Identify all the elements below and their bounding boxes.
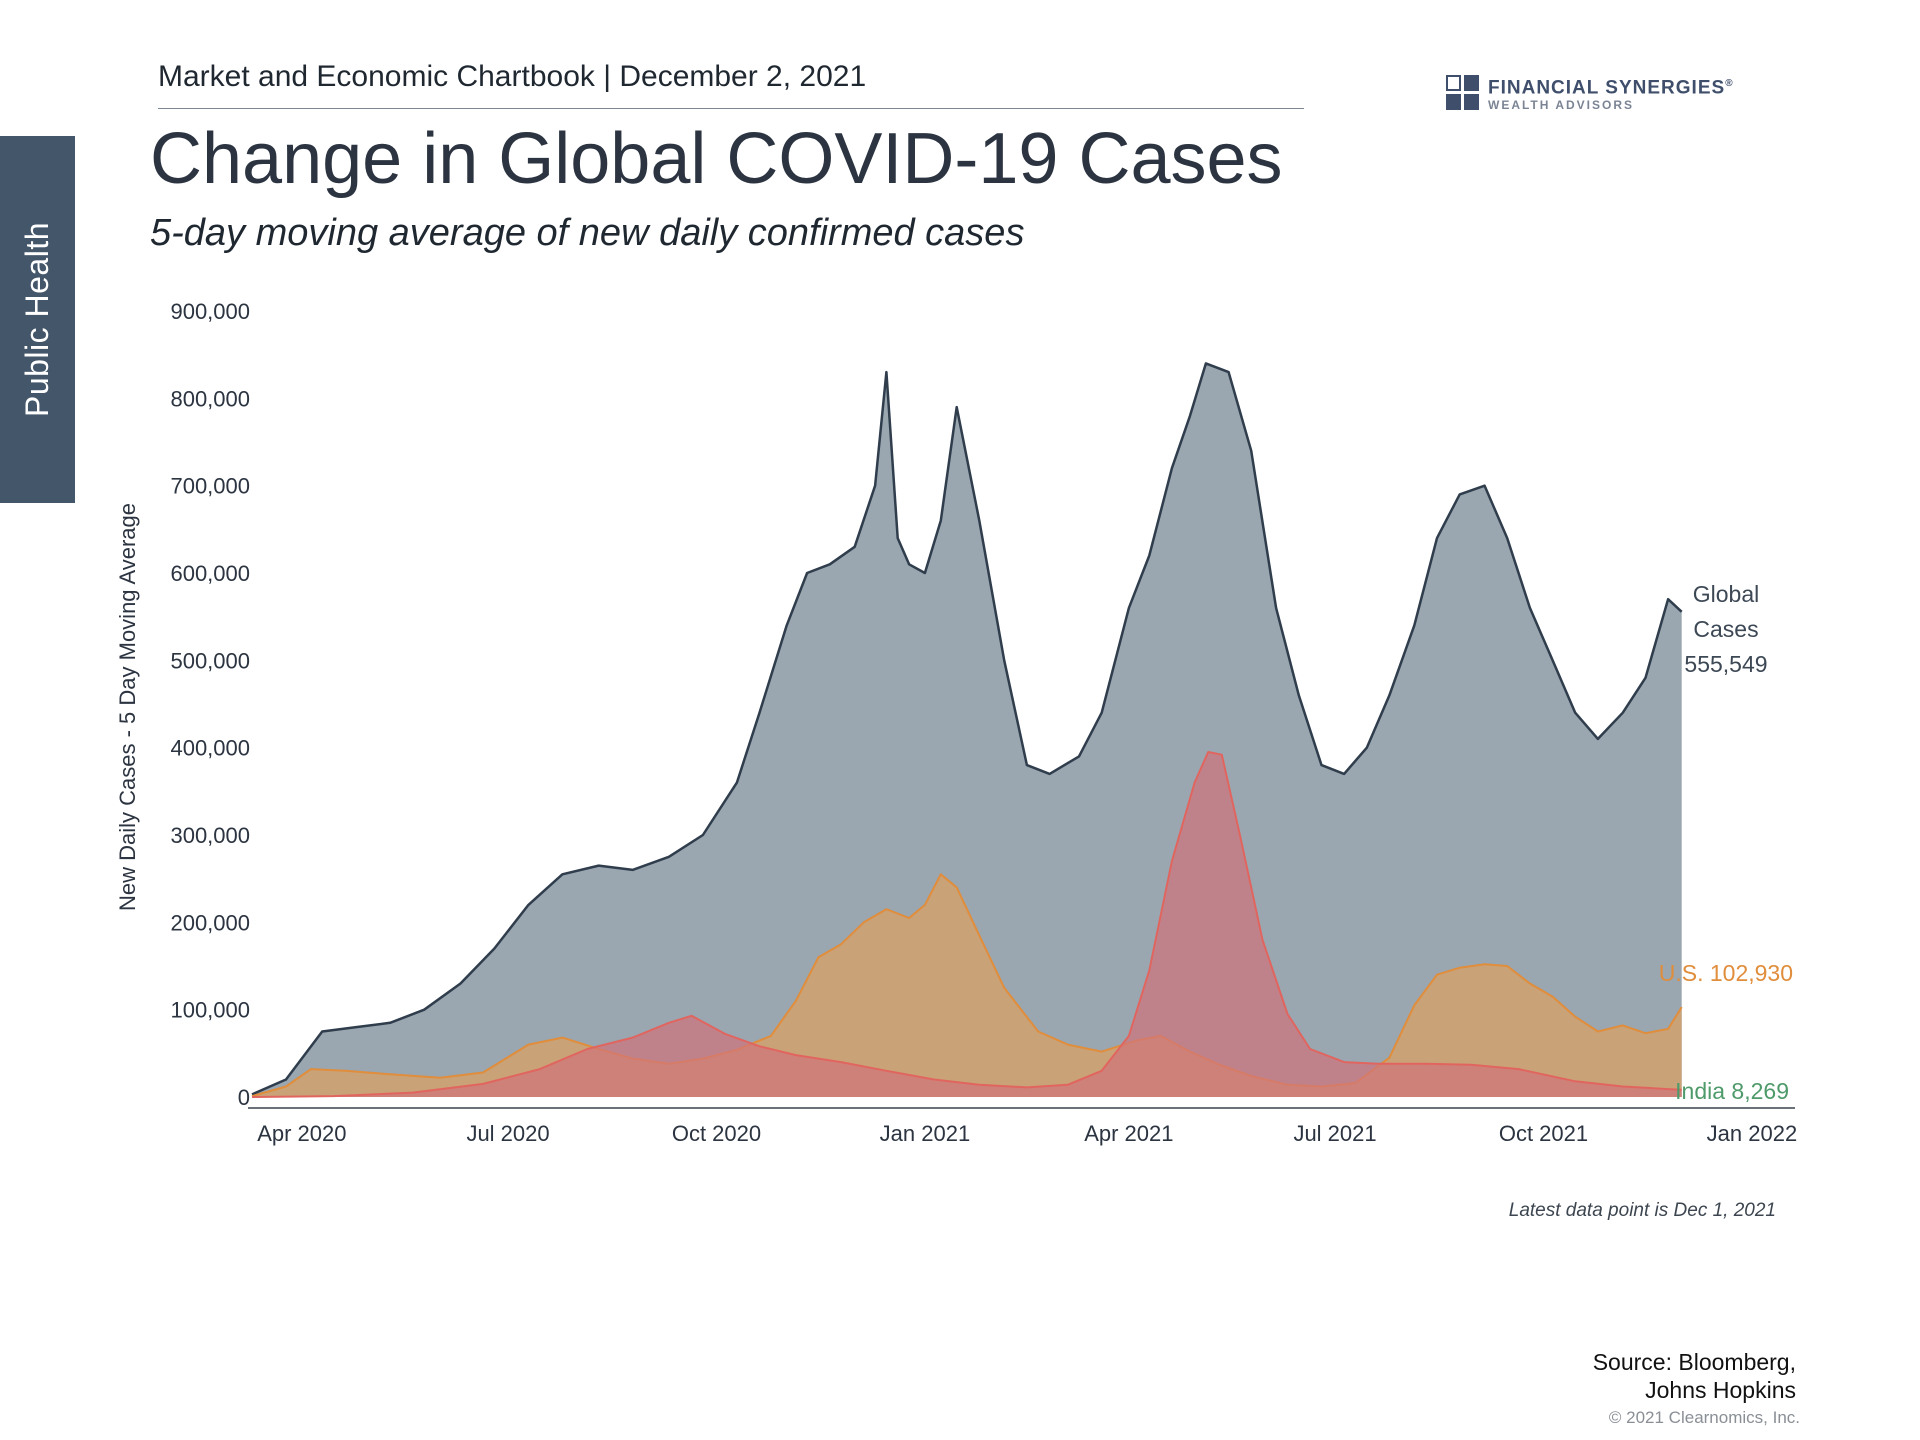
- x-tick-label: Jan 2021: [880, 1121, 971, 1146]
- side-tab: Public Health: [0, 136, 75, 503]
- chart-areas: [251, 362, 1683, 1098]
- y-tick-label: 900,000: [170, 299, 250, 324]
- x-tick-label: Apr 2021: [1084, 1121, 1173, 1146]
- global-end-label-3: 555,549: [1684, 651, 1767, 677]
- logo-tagline: WEALTH ADVISORS: [1488, 98, 1634, 113]
- us-end-label: U.S. 102,930: [1659, 960, 1793, 986]
- y-tick-label: 100,000: [170, 998, 250, 1023]
- x-tick-label: Oct 2021: [1499, 1121, 1588, 1146]
- source-line-2: Johns Hopkins: [1645, 1377, 1796, 1403]
- logo-registered-mark: ®: [1725, 78, 1734, 89]
- x-tick-label: Jul 2021: [1293, 1121, 1376, 1146]
- global-end-label-1: Global: [1693, 581, 1759, 607]
- y-tick-label: 600,000: [170, 561, 250, 586]
- x-tick-label: Apr 2020: [257, 1121, 346, 1146]
- x-tick-label: Jan 2022: [1707, 1121, 1798, 1146]
- global-cases-line: [251, 362, 1683, 1096]
- us-cases-line: [251, 873, 1683, 1098]
- global-cases-area: [252, 363, 1682, 1097]
- y-tick-label: 300,000: [170, 823, 250, 848]
- source-note: Source: Bloomberg, Johns Hopkins: [1500, 1348, 1796, 1404]
- page-title: Change in Global COVID-19 Cases: [150, 119, 1283, 199]
- india-end-label: India 8,269: [1675, 1078, 1789, 1104]
- x-tick-label: Jul 2020: [466, 1121, 549, 1146]
- india-cases-line: [251, 751, 1682, 1098]
- chartbook-header: Market and Economic Chartbook | December…: [158, 60, 867, 93]
- y-tick-label: 400,000: [170, 736, 250, 761]
- latest-data-note: Latest data point is Dec 1, 2021: [1508, 1200, 1776, 1221]
- y-axis: 0 100,000 200,000 300,000 400,000 500,000 600,…: [170, 299, 250, 1110]
- header-divider: [158, 108, 1304, 109]
- source-line-1: Source: Bloomberg,: [1592, 1349, 1796, 1375]
- logo-name: FINANCIAL SYNERGIES: [1488, 77, 1726, 99]
- y-tick-label: 200,000: [170, 910, 250, 935]
- global-end-label-2: Cases: [1693, 616, 1758, 642]
- y-axis-label: New Daily Cases - 5 Day Moving Average: [115, 503, 140, 911]
- x-tick-label: Oct 2020: [672, 1121, 761, 1146]
- page-subtitle: 5-day moving average of new daily confir…: [150, 212, 1025, 254]
- y-tick-label: 500,000: [170, 648, 250, 673]
- y-tick-label: 700,000: [170, 474, 250, 499]
- us-cases-area: [252, 874, 1682, 1097]
- company-logo: FINANCIAL SYNERGIES® WEALTH ADVISORS: [1446, 74, 1734, 112]
- y-tick-label: 800,000: [170, 386, 250, 411]
- x-axis: Apr 2020 Jul 2020 Oct 2020 Jan 2021 Apr 2021…: [248, 1107, 1798, 1146]
- copyright: © 2021 Clearnomics, Inc.: [1608, 1408, 1800, 1427]
- logo-mark-icon: [1446, 75, 1480, 111]
- y-tick-label: 0: [238, 1085, 250, 1110]
- series-labels: Global Cases 555,549 U.S. 102,930 India 8,26…: [1659, 581, 1793, 1104]
